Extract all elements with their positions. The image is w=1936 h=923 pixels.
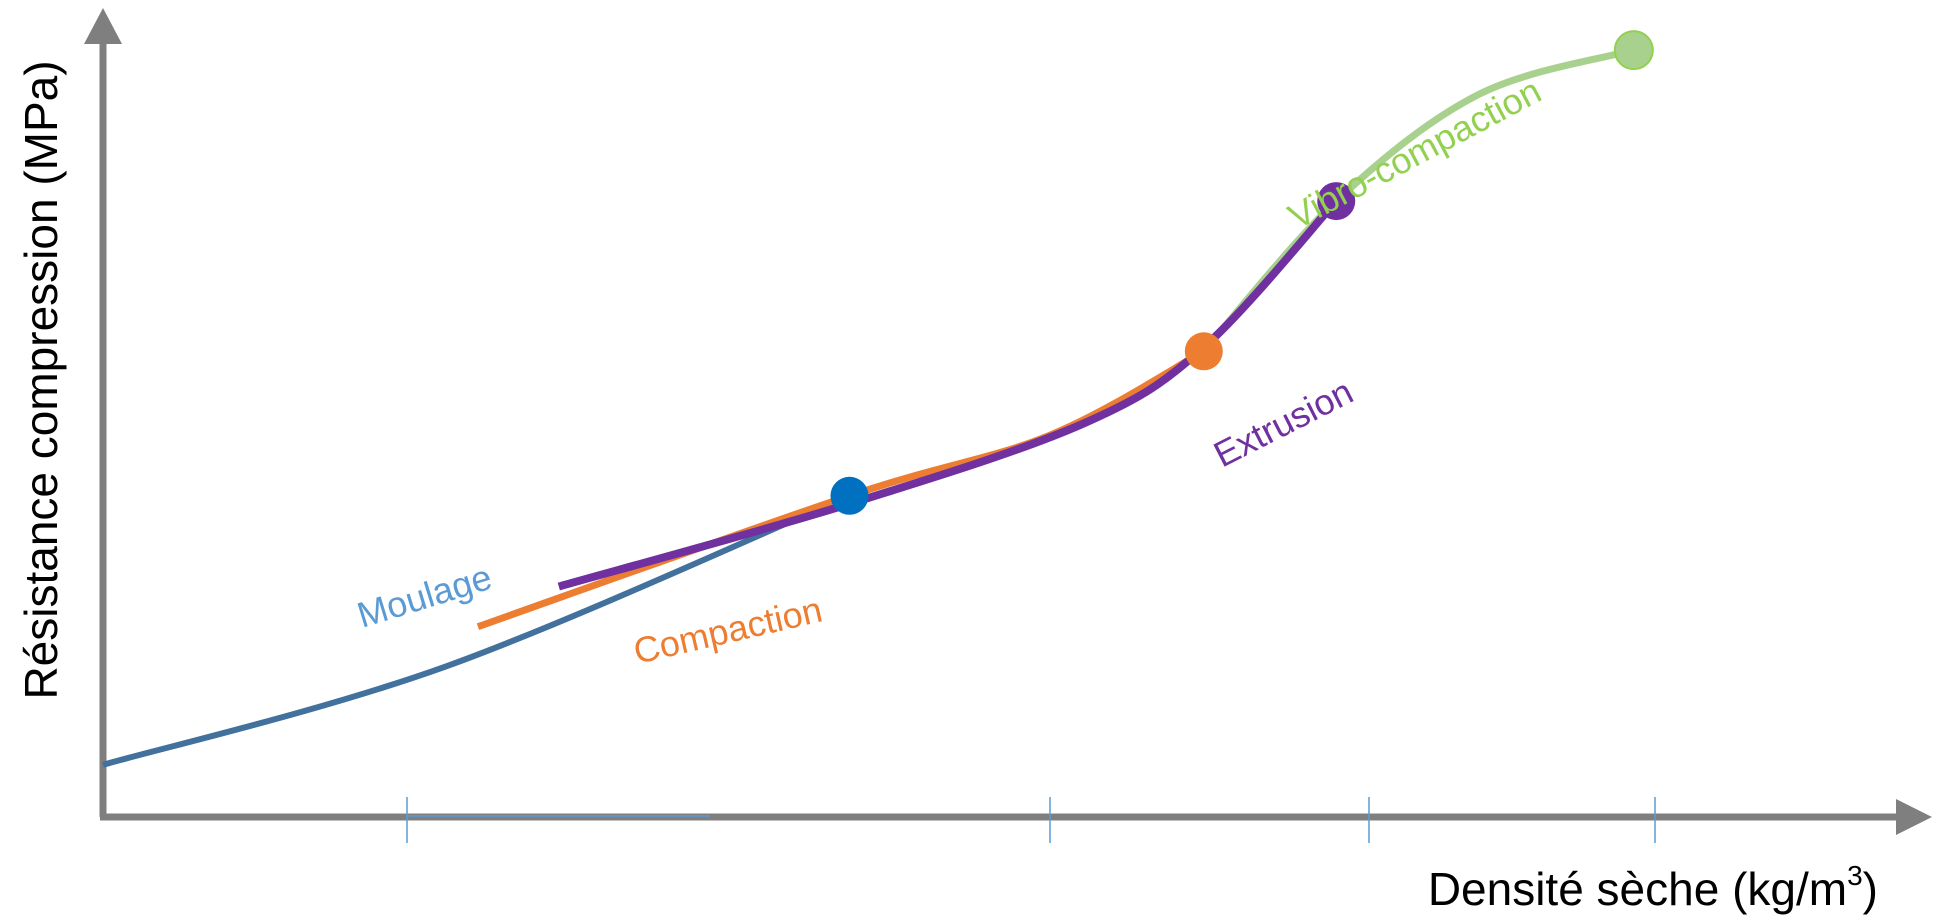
x-axis-label-text: Densité sèche (kg/m [1427, 863, 1848, 915]
series-marker-moulage [830, 476, 869, 515]
y-axis-label: Résistance compression (MPa) [15, 60, 67, 700]
series-layer [102, 46, 1635, 768]
marker-layer [830, 30, 1654, 515]
series-marker-compaction [1184, 332, 1223, 371]
series-marker-extrusion [1317, 182, 1356, 221]
series-label-compaction: Compaction [630, 589, 826, 672]
x-axis-label-close: ) [1862, 863, 1878, 915]
series-label-vibro-compaction: Vibro-compaction [1282, 70, 1548, 237]
series-line-compaction [476, 348, 1206, 630]
x-axis-arrowhead [1896, 799, 1932, 835]
series-line-moulage [102, 493, 851, 768]
series-line-vibro-compaction [1201, 46, 1635, 354]
axes [84, 8, 1932, 843]
series-label-extrusion: Extrusion [1207, 370, 1359, 475]
x-axis-label-superscript: 3 [1847, 859, 1863, 891]
series-marker-vibro-compaction [1613, 30, 1654, 71]
series-labels: Moulage Compaction Extrusion Vibro-compacti… [352, 70, 1547, 672]
series-label-moulage: Moulage [352, 556, 496, 636]
series-line-extrusion [557, 198, 1340, 591]
x-axis-label: Densité sèche (kg/m3) [1427, 859, 1878, 916]
y-axis-arrowhead [84, 8, 122, 44]
